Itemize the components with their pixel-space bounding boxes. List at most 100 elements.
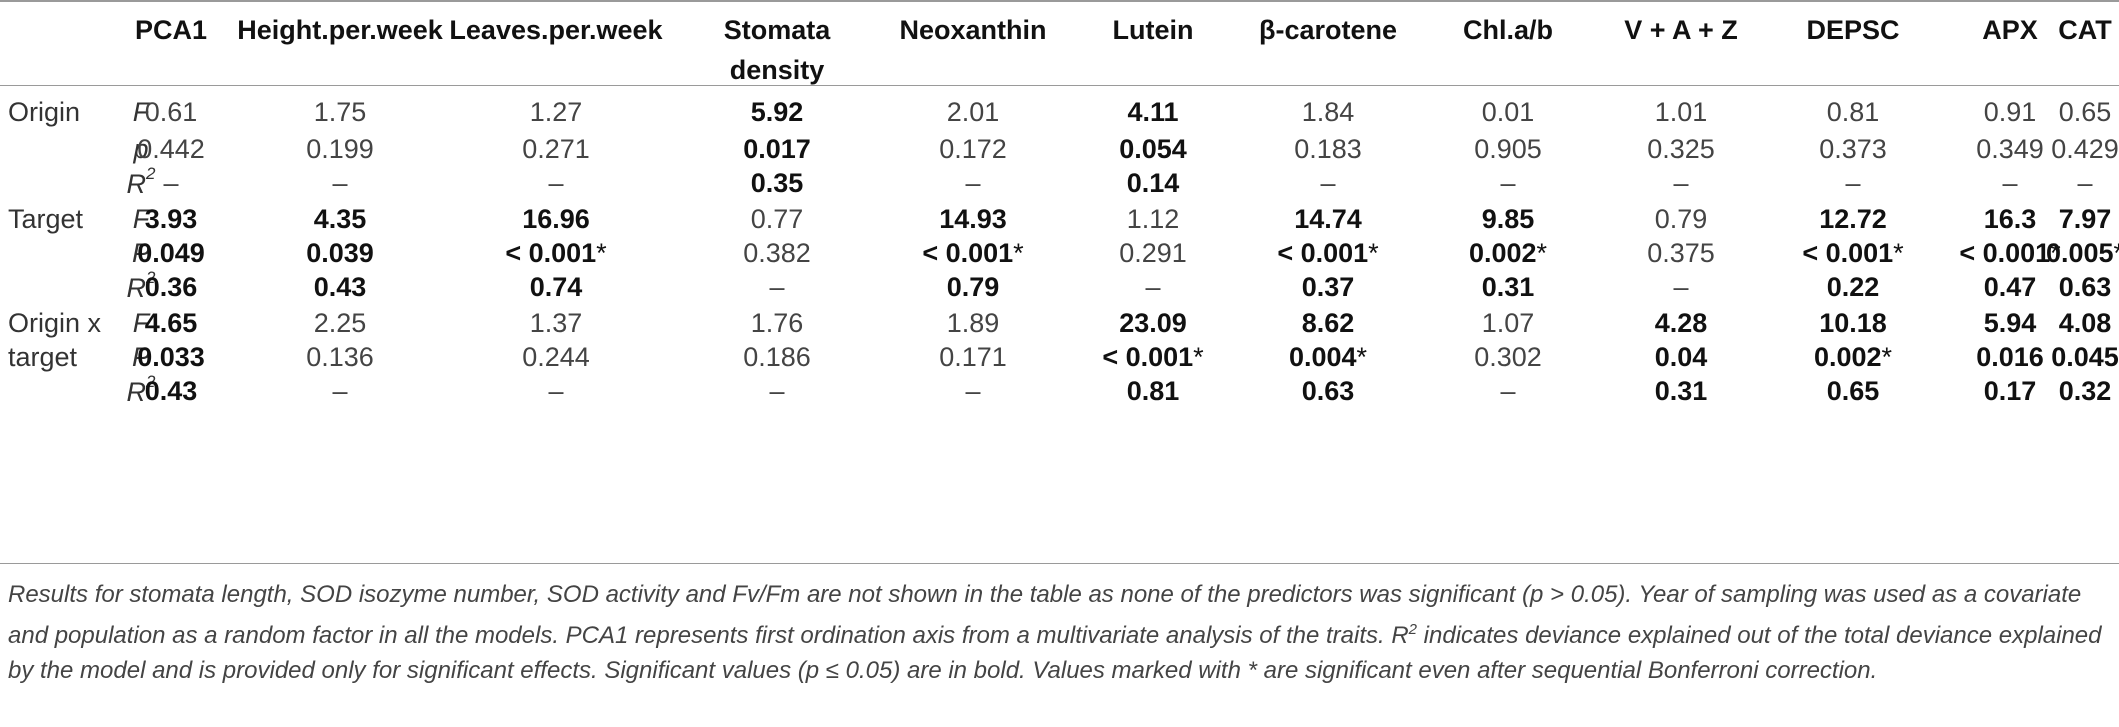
table-footnote: Results for stomata length, SOD isozyme … <box>8 581 2102 684</box>
table-cell: 1.84 <box>1301 97 1355 127</box>
table-cell: 0.349 <box>1976 134 2044 164</box>
table-cell: 0.14 <box>1126 168 1180 198</box>
table-cell: 0.016 <box>1976 342 2044 372</box>
bonferroni-marker: * <box>1013 238 1024 268</box>
statistic-label: R2 <box>126 164 156 199</box>
table-cell: 0.905 <box>1474 134 1542 164</box>
table-cell: 0.36 <box>144 272 198 302</box>
table-cell: – <box>965 168 981 198</box>
table-cell: 0.017 <box>743 134 811 164</box>
table-cell: 14.74 <box>1294 204 1362 234</box>
group-label-continued: target <box>8 342 78 372</box>
table-cell: 0.183 <box>1294 134 1362 164</box>
table-cell: 0.61 <box>144 97 198 127</box>
table-cell: 0.302 <box>1474 342 1542 372</box>
table-cell: 0.65 <box>1826 376 1880 406</box>
table-cell: 1.07 <box>1481 308 1535 338</box>
table-cell: – <box>1673 168 1689 198</box>
table-cell: – <box>1500 376 1516 406</box>
table-cell: 0.033 <box>137 342 205 372</box>
top-rule <box>0 0 2119 2</box>
table-cell: – <box>769 376 785 406</box>
table-cell: 5.94 <box>1983 308 2037 338</box>
table-cell: – <box>2077 168 2093 198</box>
table-cell: 16.3 <box>1983 204 2037 234</box>
table-cell: 1.75 <box>313 97 367 127</box>
table-cell: < 0.001* <box>1102 342 1204 372</box>
table-cell: – <box>548 376 564 406</box>
table-cell: 12.72 <box>1819 204 1887 234</box>
table-cell: 1.89 <box>946 308 1000 338</box>
table-cell: 0.172 <box>939 134 1007 164</box>
statistic-label: F <box>132 204 150 234</box>
column-header: Neoxanthin <box>899 15 1047 45</box>
table-cell: 4.35 <box>313 204 367 234</box>
table-cell: 0.291 <box>1119 238 1187 268</box>
table-cell: 0.136 <box>306 342 374 372</box>
bonferroni-marker: * <box>2050 238 2061 268</box>
table-cell: 1.76 <box>750 308 804 338</box>
table-cell: 4.11 <box>1127 97 1179 127</box>
table-cell: < 0.001* <box>505 238 607 268</box>
bonferroni-marker: * <box>1356 342 1368 372</box>
table-cell: < 0.001* <box>1277 238 1379 268</box>
table-cell: 0.005* <box>2010 238 2119 269</box>
table-cell: – <box>332 168 348 198</box>
table-cell: 0.22 <box>1826 272 1880 302</box>
table-cell: 0.32 <box>2058 376 2112 406</box>
table-cell: 0.65 <box>2058 97 2112 127</box>
group-label: Origin <box>8 97 81 127</box>
table-cell: 2.25 <box>313 308 367 338</box>
table-cell: 0.186 <box>743 342 811 372</box>
table-cell: 0.373 <box>1819 134 1887 164</box>
table-cell: – <box>1673 272 1689 302</box>
table-cell: < 0.001* <box>1959 238 2061 268</box>
statistic-label: P <box>131 238 150 268</box>
column-header: Height.per.week <box>237 15 443 45</box>
bonferroni-marker: * <box>596 238 607 268</box>
header-rule <box>0 85 2119 86</box>
column-header: V + A + Z <box>1624 15 1738 45</box>
table-cell: 0.244 <box>522 342 590 372</box>
statistic-label: P <box>131 342 150 372</box>
table-cell: – <box>1320 168 1336 198</box>
table-cell: 4.65 <box>144 308 198 338</box>
table-cell: < 0.001* <box>1802 238 1904 268</box>
bonferroni-marker: * <box>1881 342 1893 372</box>
table-cell: – <box>163 168 179 198</box>
column-header: DEPSC <box>1806 15 1900 45</box>
group-label: Target <box>8 204 84 234</box>
column-header: PCA1 <box>134 15 208 45</box>
table-cell: – <box>1845 168 1861 198</box>
table-cell: 0.171 <box>939 342 1007 372</box>
table-cell: 9.85 <box>1481 204 1535 234</box>
table-cell: – <box>2002 168 2018 198</box>
bottom-rule <box>0 563 2119 564</box>
bonferroni-marker: * <box>1536 238 1548 268</box>
table-cell: 16.96 <box>522 204 590 234</box>
table-cell: 0.039 <box>306 238 374 268</box>
table-cell: 0.35 <box>750 168 804 198</box>
table-cell: 1.01 <box>1654 97 1708 127</box>
table-cell: 0.382 <box>743 238 811 268</box>
bonferroni-marker: * <box>1193 342 1204 372</box>
column-header: APX <box>1982 15 2038 45</box>
table-cell: 0.31 <box>1654 376 1708 406</box>
table-cell: – <box>332 376 348 406</box>
column-header: Stomata density <box>723 15 831 85</box>
table-cell: 0.04 <box>1654 342 1708 372</box>
table-cell: 0.81 <box>1126 376 1180 406</box>
table-cell: 1.12 <box>1126 204 1180 234</box>
table-cell: 1.37 <box>529 308 583 338</box>
table-cell: 0.01 <box>1481 97 1535 127</box>
table-cell: 0.74 <box>529 272 583 302</box>
table-cell: – <box>548 168 564 198</box>
bonferroni-marker: * <box>1368 238 1379 268</box>
table-cell: 3.93 <box>144 204 198 234</box>
table-cell: 0.63 <box>2058 272 2112 302</box>
table-cell: 0.81 <box>1826 97 1880 127</box>
statistic-label: F <box>132 308 150 338</box>
table-cell: 0.054 <box>1119 134 1187 164</box>
table-cell: 1.27 <box>529 97 583 127</box>
table-cell: < 0.001* <box>922 238 1024 268</box>
